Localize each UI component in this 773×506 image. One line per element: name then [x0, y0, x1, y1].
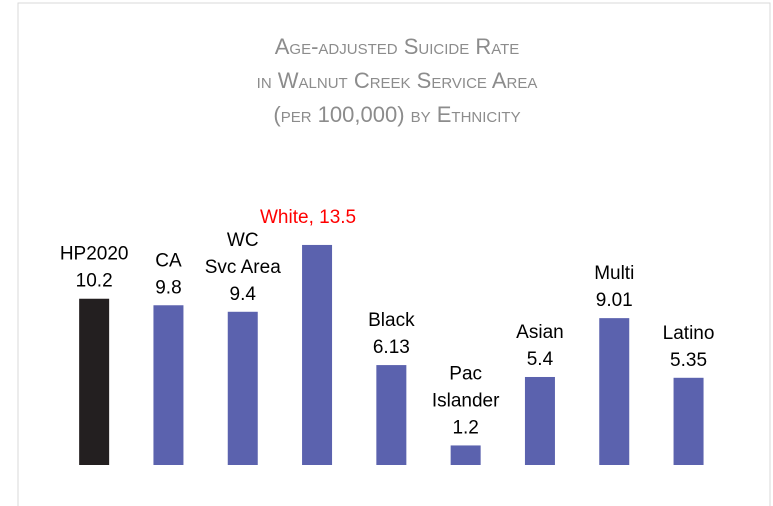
value-label: 9.01: [596, 290, 633, 311]
category-label: Svc Area: [205, 257, 281, 278]
chart-title: (per 100,000) by Ethnicity: [273, 102, 520, 127]
bar: [227, 311, 258, 465]
value-label: 6.13: [373, 337, 410, 358]
category-label: Multi: [594, 263, 634, 284]
bar: [673, 377, 704, 465]
category-label: Black: [368, 310, 415, 331]
category-label: Pac: [449, 363, 482, 384]
value-label: 13.5: [319, 207, 356, 228]
bar: [376, 365, 407, 465]
chart-border: [17, 2, 771, 506]
chart-title: in Walnut Creek Service Area: [257, 68, 538, 93]
category-label: Latino: [663, 323, 715, 344]
bar: [450, 445, 481, 465]
value-label: 5.4: [527, 349, 554, 370]
chart-title: Age-adjusted Suicide Rate: [275, 34, 520, 59]
category-label: Asian: [516, 322, 564, 343]
bar: [153, 305, 184, 465]
category-label: White: [260, 207, 309, 228]
value-label: 9.8: [155, 277, 181, 298]
bar: [599, 318, 630, 465]
value-label: 5.35: [670, 350, 707, 371]
category-label: CA: [155, 250, 182, 271]
category-label: WC: [227, 230, 259, 251]
value-label: 10.2: [76, 271, 113, 292]
value-label: 9.4: [230, 284, 257, 305]
value-label: 1.2: [452, 417, 478, 438]
label-separator: ,: [309, 207, 320, 228]
category-label: HP2020: [60, 244, 129, 265]
data-label: White, 13.5: [260, 207, 356, 228]
bar: [524, 376, 555, 465]
bar: [302, 244, 333, 465]
bar: [79, 298, 110, 465]
category-label: Islander: [432, 390, 500, 411]
